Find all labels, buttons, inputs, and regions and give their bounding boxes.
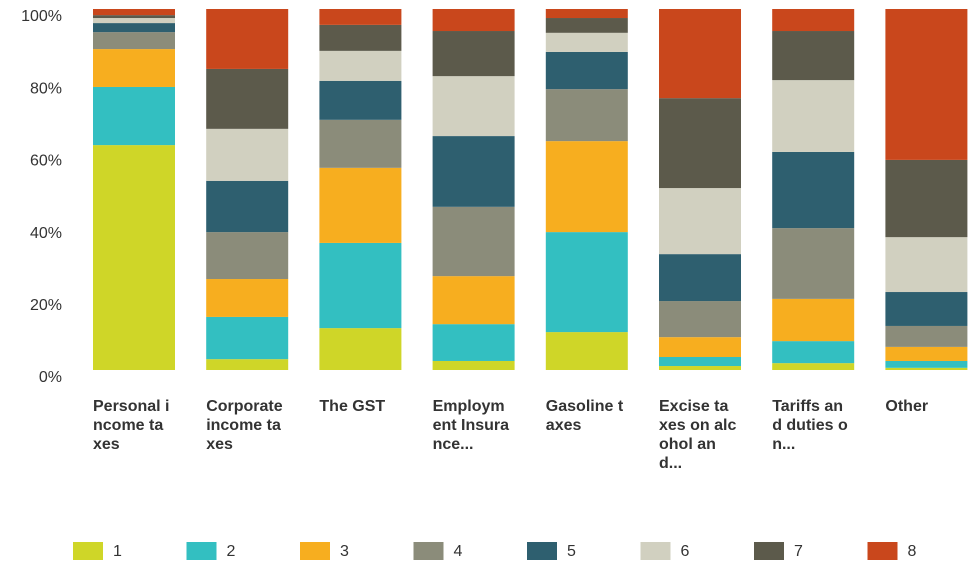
bar-segment [93,32,175,50]
y-tick-label: 100% [21,8,62,25]
bar-segment [545,141,628,233]
bar-segment [319,9,402,25]
bar-segment [319,242,402,329]
legend-swatch [527,542,557,560]
bar-segment [93,15,175,19]
bar-segment [885,360,968,368]
x-tick-label: Other [885,398,929,415]
bar-segment [319,24,402,51]
bar-segment [319,119,402,168]
bar-segment [432,31,515,77]
x-tick-label: Excise taxes on alcohol and... [659,398,737,472]
bar-segment [206,9,289,69]
bar-segment [659,337,741,358]
bar-segment [206,232,289,280]
bar-segment [545,232,628,333]
bar-segment [432,360,515,370]
bar-segment [885,346,968,361]
bar-segment [772,298,855,342]
bar-segment [432,276,515,325]
bar-segment [545,32,628,52]
x-tick-label: Tariffs and duties on... [772,398,848,453]
bar-segment [206,128,289,181]
y-tick-label: 0% [39,369,62,386]
bar-segment [93,49,175,87]
y-tick-label: 60% [30,153,62,170]
legend-label: 7 [794,543,803,560]
bar-segment [319,328,402,370]
y-tick-label: 80% [30,80,62,97]
bar-segment [432,206,515,277]
legend-label: 6 [681,543,690,560]
legend-label: 4 [454,543,463,560]
bar-segment [659,98,741,189]
bar-segment [93,145,175,370]
bar-segment [885,159,968,238]
bar-segment [545,18,628,33]
bar-segment [659,9,741,99]
bar-segment [772,228,855,299]
legend-swatch [867,542,898,560]
x-tick-label: Gasoline taxes [545,398,624,434]
x-tick-label: Employment Insurance... [432,398,510,453]
legend-label: 5 [567,543,576,560]
bar-segment [206,279,289,317]
legend-label: 2 [227,543,236,560]
bar-segment [432,324,515,361]
bar-segment [93,86,175,146]
bar-segment [885,325,968,347]
bar-segment [432,9,515,32]
bar-segment [545,89,628,142]
bar-segment [772,80,855,152]
bar-segment [206,359,289,370]
legend-label: 8 [908,543,917,560]
bar-segment [319,80,402,120]
bar-segment [206,316,289,360]
x-tick-label: The GST [319,398,386,415]
bar-segment [885,237,968,293]
bar-segment [545,9,628,19]
legend-swatch [754,542,784,560]
bar-segment [885,367,968,370]
bar-segment [545,332,628,370]
y-tick-label: 20% [30,297,62,314]
bar-segment [93,9,175,16]
bar-segment [772,9,855,32]
bar-segment [772,363,855,370]
bar-segment [772,151,855,229]
bar-segment [659,188,741,255]
legend-swatch [73,542,103,560]
bar-segment [206,180,289,233]
bar-segment [319,50,402,81]
bar-segment [432,76,515,137]
legend-swatch [300,542,330,560]
bar-segment [659,254,741,302]
legend-swatch [640,542,671,560]
bar-segment [659,366,741,370]
bar-segment [885,292,968,326]
bar-segment [885,9,968,160]
bar-segment [432,136,515,207]
legend-label: 1 [113,543,122,560]
bar-segment [93,18,175,24]
x-tick-label: Corporate income taxes [206,398,283,453]
bar-segment [772,341,855,364]
bar-segment [206,68,289,129]
legend-swatch [413,542,444,560]
bar-segment [659,357,741,367]
bar-segment [545,51,628,90]
legend-label: 3 [340,543,349,560]
y-tick-label: 40% [30,225,62,242]
bar-segment [319,167,402,243]
x-tick-label: Personal income taxes [93,398,170,453]
bar-segment [772,31,855,81]
legend-swatch [186,542,217,560]
bar-segment [659,301,741,338]
bar-segment [93,23,175,33]
